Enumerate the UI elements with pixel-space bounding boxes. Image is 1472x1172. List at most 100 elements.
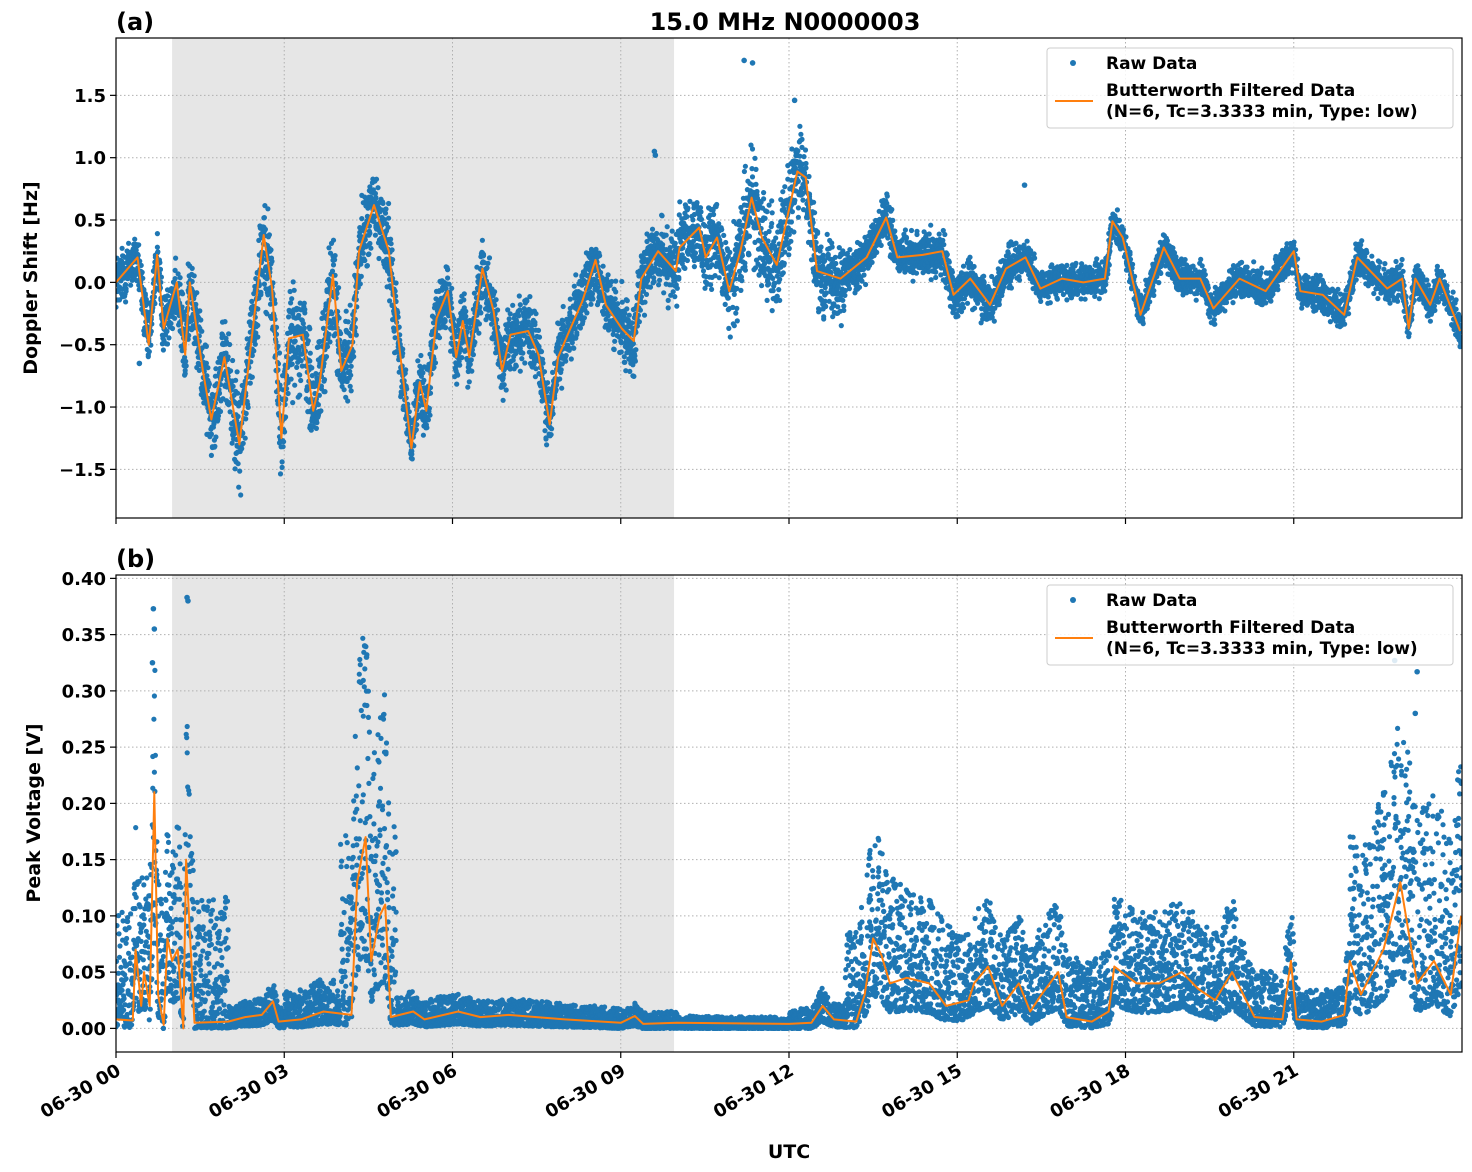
raw-data-point	[642, 299, 648, 305]
raw-data-point	[123, 282, 129, 288]
raw-data-point	[833, 260, 839, 267]
raw-data-point	[567, 310, 573, 316]
raw-data-point	[605, 272, 611, 278]
raw-data-point	[766, 228, 772, 235]
raw-data-point	[237, 468, 243, 474]
raw-data-point	[301, 300, 307, 306]
raw-data-point	[914, 228, 920, 234]
raw-data-point	[800, 197, 806, 203]
raw-data-point	[545, 380, 551, 386]
raw-data-point	[386, 215, 392, 221]
raw-data-point	[348, 363, 354, 369]
raw-data-point	[762, 215, 768, 221]
raw-data-point	[542, 428, 548, 434]
raw-data-point	[493, 297, 499, 303]
raw-data-point	[215, 413, 222, 419]
raw-data-point	[770, 275, 776, 281]
raw-data-point	[347, 383, 353, 389]
raw-data-point	[764, 209, 770, 215]
raw-data-point	[326, 331, 332, 337]
raw-data-point	[801, 154, 807, 160]
raw-data-point	[304, 332, 310, 338]
raw-data-point	[692, 250, 699, 256]
raw-data-point	[761, 190, 767, 196]
raw-data-point	[584, 310, 590, 316]
raw-data-point	[691, 264, 698, 270]
raw-data-point	[557, 376, 563, 382]
raw-data-point	[459, 355, 465, 361]
raw-data-point	[856, 284, 863, 290]
raw-data-point	[684, 214, 690, 220]
raw-data-point	[265, 206, 271, 212]
raw-data-point	[788, 238, 794, 244]
raw-data-point	[636, 319, 643, 325]
raw-data-point	[543, 436, 549, 442]
raw-data-point	[228, 368, 234, 374]
raw-data-point	[307, 358, 313, 364]
raw-data-point	[234, 369, 240, 375]
raw-data-point	[825, 251, 831, 257]
raw-data-point	[227, 400, 233, 406]
raw-data-point	[424, 425, 430, 431]
raw-data-point	[936, 231, 942, 237]
raw-data-point	[500, 397, 506, 403]
raw-data-point	[558, 367, 564, 373]
raw-data-point	[133, 247, 139, 253]
raw-data-point	[753, 181, 759, 187]
raw-data-point	[795, 148, 801, 154]
raw-data-point	[239, 446, 245, 452]
raw-data-point	[544, 442, 550, 448]
raw-data-point	[258, 292, 264, 298]
raw-data-point	[255, 306, 261, 312]
raw-data-point	[204, 373, 210, 379]
raw-data-point	[941, 242, 947, 248]
raw-data-point	[364, 263, 370, 269]
raw-data-point	[777, 297, 783, 303]
raw-data-point	[332, 253, 338, 259]
raw-data-point	[649, 226, 656, 232]
raw-data-point	[476, 330, 482, 336]
raw-data-point	[803, 160, 809, 167]
raw-data-point	[472, 339, 478, 345]
raw-data-point	[714, 201, 720, 208]
raw-data-point	[657, 277, 663, 283]
raw-data-point	[154, 231, 160, 237]
x-axis-label: UTC	[768, 1141, 810, 1163]
raw-data-point	[235, 461, 241, 467]
raw-data-point	[253, 330, 259, 336]
raw-data-point	[276, 350, 283, 356]
raw-data-point	[208, 431, 214, 437]
raw-data-point	[661, 290, 667, 296]
raw-data-point	[146, 349, 152, 355]
raw-data-point	[540, 360, 546, 366]
raw-data-point	[742, 267, 749, 273]
raw-data-point	[222, 319, 228, 325]
raw-data-point	[427, 412, 433, 418]
raw-data-point	[789, 209, 796, 215]
raw-data-point	[249, 298, 255, 304]
raw-data-point	[573, 272, 579, 278]
raw-data-point	[119, 245, 125, 251]
raw-data-point	[670, 289, 676, 295]
raw-data-point	[251, 348, 257, 354]
raw-data-point	[942, 231, 948, 238]
raw-data-point	[138, 262, 144, 268]
raw-data-point	[795, 214, 802, 220]
raw-data-point	[910, 278, 916, 284]
raw-data-point	[874, 249, 880, 255]
raw-data-point	[461, 297, 467, 303]
raw-data-point	[663, 232, 669, 238]
raw-data-point	[627, 368, 633, 374]
raw-data-point	[291, 287, 297, 293]
raw-data-point	[296, 312, 302, 318]
raw-data-point	[727, 334, 733, 340]
raw-data-point	[233, 377, 239, 383]
raw-data-point	[698, 209, 704, 215]
raw-data-point	[368, 245, 374, 251]
raw-data-point	[373, 176, 380, 182]
raw-data-point	[560, 303, 566, 310]
raw-data-point	[780, 189, 786, 195]
raw-data-point	[285, 380, 291, 386]
raw-data-point	[249, 352, 255, 359]
raw-data-point	[198, 317, 204, 323]
